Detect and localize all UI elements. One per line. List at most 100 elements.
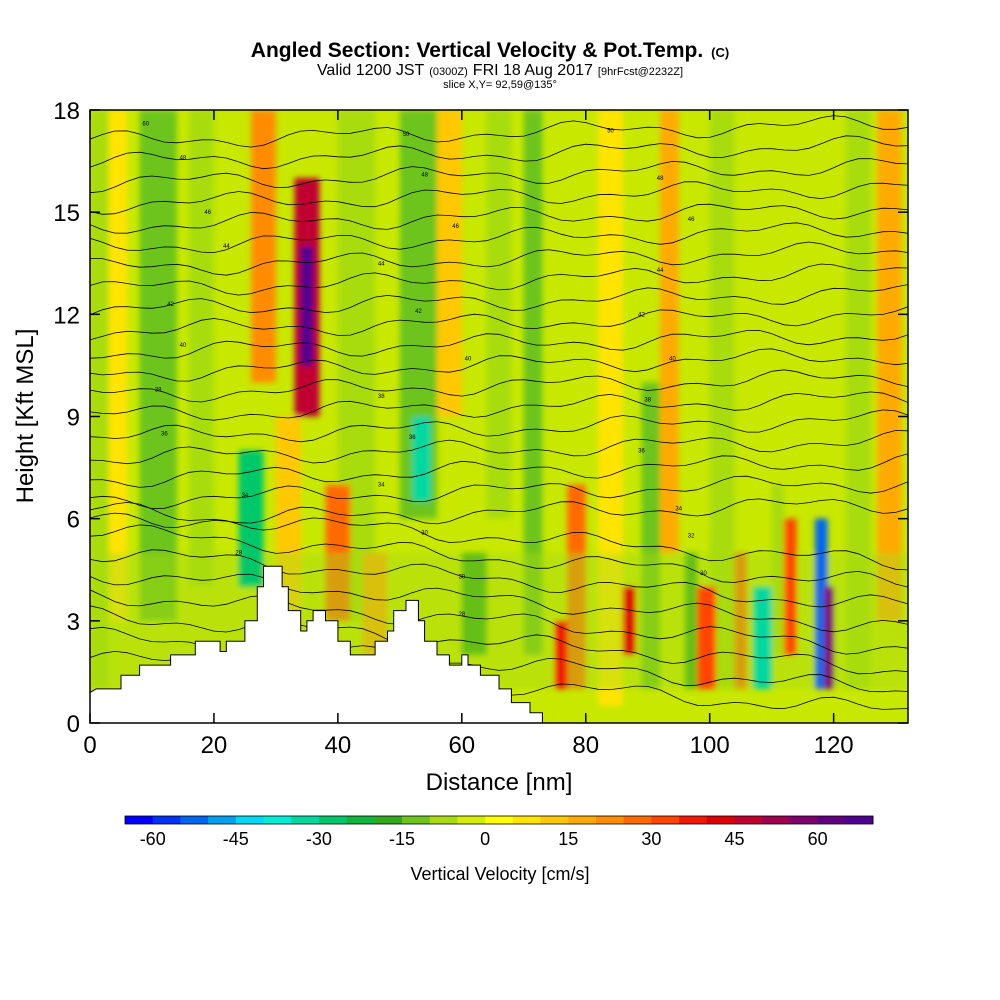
contour-label: 38 xyxy=(155,387,162,393)
contour-label: 42 xyxy=(638,312,645,318)
velocity-streak xyxy=(251,110,276,383)
contour-label: 36 xyxy=(161,432,168,438)
theta-contour xyxy=(90,430,908,465)
theta-contour xyxy=(90,306,908,341)
contour-label: 36 xyxy=(409,435,416,441)
y-tick-label: 9 xyxy=(67,405,80,432)
colorbar-swatch xyxy=(318,816,348,824)
colorbar-label: Vertical Velocity [cm/s] xyxy=(410,864,589,884)
colorbar-swatch xyxy=(346,816,375,824)
colorbar-tick-label: -60 xyxy=(140,829,166,849)
colorbar-swatch xyxy=(485,816,514,824)
contour-label: 34 xyxy=(242,493,249,499)
theta-contour xyxy=(90,589,908,655)
colorbar-swatch xyxy=(762,816,791,824)
colorbar-swatch xyxy=(623,816,652,824)
contour-label: 38 xyxy=(378,394,385,400)
colorbar-swatch xyxy=(595,816,625,824)
contour-label: 38 xyxy=(644,397,651,403)
colorbar-frame xyxy=(124,815,874,825)
colorbar-tick-label: -15 xyxy=(389,829,415,849)
velocity-streak xyxy=(523,110,543,655)
theta-contour xyxy=(90,115,908,148)
theta-contour xyxy=(90,475,908,510)
velocity-core xyxy=(554,620,568,689)
velocity-core xyxy=(753,586,772,689)
velocity-core xyxy=(697,586,716,689)
theta-contour xyxy=(90,222,908,254)
theta-contour xyxy=(90,241,908,276)
colorbar-tick-label: 45 xyxy=(724,829,744,849)
colorbar-swatch xyxy=(235,816,265,824)
colorbar-swatch xyxy=(679,816,708,824)
colorbar-swatch xyxy=(845,816,874,824)
y-tick-label: 15 xyxy=(53,200,80,227)
theta-contour xyxy=(90,498,908,528)
colorbar-swatch xyxy=(817,816,846,824)
contour-label: 36 xyxy=(638,449,645,455)
y-tick-label: 6 xyxy=(67,507,80,534)
y-tick-label: 18 xyxy=(53,98,80,125)
contour-label: 50 xyxy=(403,132,410,138)
x-tick-label: 0 xyxy=(83,732,96,759)
theta-contour xyxy=(90,181,908,215)
theta-contour xyxy=(90,158,908,194)
colorbar-swatch xyxy=(512,816,542,824)
chart-title: Angled Section: Vertical Velocity & Pot.… xyxy=(251,39,729,62)
theta-contour xyxy=(90,284,908,316)
velocity-core xyxy=(300,246,314,366)
contour-label: 46 xyxy=(688,217,695,223)
colorbar-swatch xyxy=(457,816,486,824)
colorbar xyxy=(124,815,874,825)
velocity-streak xyxy=(660,110,679,553)
y-tick-label: 0 xyxy=(67,711,80,738)
velocity-streak xyxy=(486,110,512,519)
contour-label: 30 xyxy=(700,571,707,577)
colorbar-swatch xyxy=(152,816,181,824)
colorbar-swatch xyxy=(789,816,819,824)
colorbar-tick-label: 60 xyxy=(808,829,828,849)
contour-label: 30 xyxy=(421,530,428,536)
y-tick-label: 12 xyxy=(53,302,80,329)
theta-contour xyxy=(90,453,908,488)
theta-contour xyxy=(90,348,908,382)
velocity-core xyxy=(622,586,636,655)
contour-label: 40 xyxy=(180,343,187,349)
contour-label: 44 xyxy=(223,244,230,250)
colorbar-swatch xyxy=(125,816,154,824)
contour-label: 48 xyxy=(657,176,664,182)
contour-label: 32 xyxy=(688,534,695,540)
chart-subtitle: Valid 1200 JST (0300Z) FRI 18 Aug 2017 [9hr… xyxy=(317,62,683,79)
contour-label: 46 xyxy=(452,224,459,230)
colorbar-swatch xyxy=(706,816,735,824)
theta-contour xyxy=(90,369,908,403)
theta-contour xyxy=(90,549,908,608)
colorbar-swatch xyxy=(263,816,292,824)
heatmap-field: 60 48 46 44 42 40 38 36 34 28 50 48 46 44 42 40 38 36 34 30… xyxy=(90,110,908,723)
terrain-mask xyxy=(90,565,908,723)
contour-label: 40 xyxy=(669,357,676,363)
colorbar-swatch xyxy=(291,816,320,824)
contour-label: 44 xyxy=(657,268,664,274)
contour-label: 40 xyxy=(465,357,472,363)
colorbar-swatch xyxy=(540,816,569,824)
y-tick-label: 3 xyxy=(67,609,80,636)
contour-label: 50 xyxy=(607,128,614,134)
x-tick-label: 60 xyxy=(448,732,475,759)
theta-contour xyxy=(90,329,908,359)
contour-label: 46 xyxy=(204,210,211,216)
velocity-streak xyxy=(90,110,109,689)
x-tick-label: 80 xyxy=(572,732,599,759)
colorbar-tick-label: 15 xyxy=(558,829,578,849)
contour-label: 48 xyxy=(180,156,187,162)
velocity-core xyxy=(824,586,834,689)
contour-label: 28 xyxy=(458,612,465,618)
velocity-streak xyxy=(108,110,128,621)
x-tick-label: 40 xyxy=(325,732,352,759)
colorbar-swatch xyxy=(180,816,209,824)
contour-label: 34 xyxy=(675,506,682,512)
contour-label: 30 xyxy=(458,575,465,581)
contour-label: 44 xyxy=(378,261,385,267)
theta-contour xyxy=(90,135,908,170)
colorbar-tick-label: 30 xyxy=(641,829,661,849)
